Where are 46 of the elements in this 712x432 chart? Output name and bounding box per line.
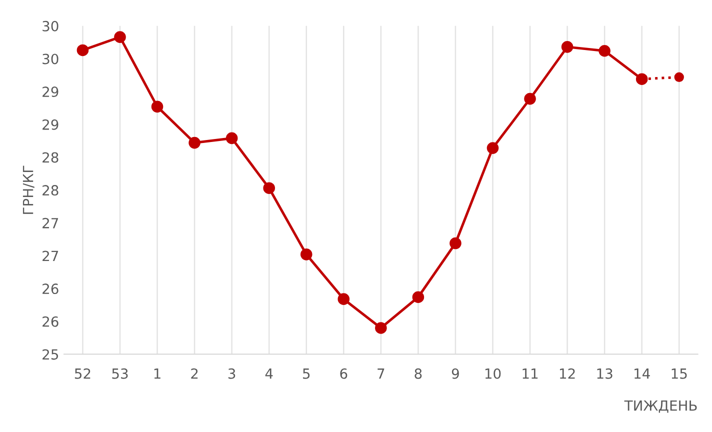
y-tick-label: 26	[42, 316, 58, 327]
y-tick-label: 27	[42, 250, 58, 262]
point	[188, 136, 200, 149]
y-tick-label: 26	[42, 284, 58, 294]
y-tick-label: 28	[42, 152, 58, 163]
y-tick-label: 30	[42, 54, 58, 64]
point	[674, 72, 684, 82]
y-tick-label: 28	[42, 185, 58, 196]
point	[486, 142, 499, 154]
x-tick-label: 7	[378, 368, 384, 379]
point	[76, 44, 89, 56]
point	[151, 100, 164, 113]
x-tick-label: 15	[672, 368, 687, 379]
point	[226, 132, 238, 144]
point	[450, 237, 462, 250]
point	[300, 248, 312, 260]
x-tick-label: 10	[485, 368, 501, 379]
x-tick-label: 14	[634, 368, 650, 379]
x-tick-label: 5	[303, 368, 310, 379]
point	[412, 291, 424, 304]
y-tick-label: 29	[42, 119, 58, 130]
point	[338, 293, 350, 305]
x-tick-label: 13	[597, 368, 612, 379]
x-tick-label: 6	[340, 368, 348, 379]
y-tick-label: 29	[42, 86, 58, 98]
x-tick-label: 52	[74, 368, 90, 379]
x-tick-label: 12	[560, 368, 575, 379]
point	[598, 44, 610, 57]
point	[114, 31, 126, 43]
point	[561, 41, 574, 53]
x-tick-label: 3	[228, 368, 236, 379]
y-axis-title: ГРН/КГ	[22, 166, 34, 214]
x-tick-label: 11	[522, 368, 538, 379]
x-tick-label: 53	[112, 368, 128, 379]
x-tick-label: 2	[191, 368, 198, 379]
y-tick-label: 30	[42, 20, 58, 32]
point	[263, 182, 275, 194]
x-tick-label: 8	[414, 368, 422, 379]
point	[524, 92, 536, 105]
x-tick-label: 9	[452, 368, 459, 379]
x-axis-title: ТИЖДЕНЬ	[624, 400, 697, 413]
y-tick-label: 25	[42, 349, 58, 360]
x-tick-label: 4	[265, 368, 273, 379]
x-tick-label: 1	[154, 368, 160, 379]
point	[375, 322, 387, 334]
y-tick-label: 27	[42, 218, 58, 228]
